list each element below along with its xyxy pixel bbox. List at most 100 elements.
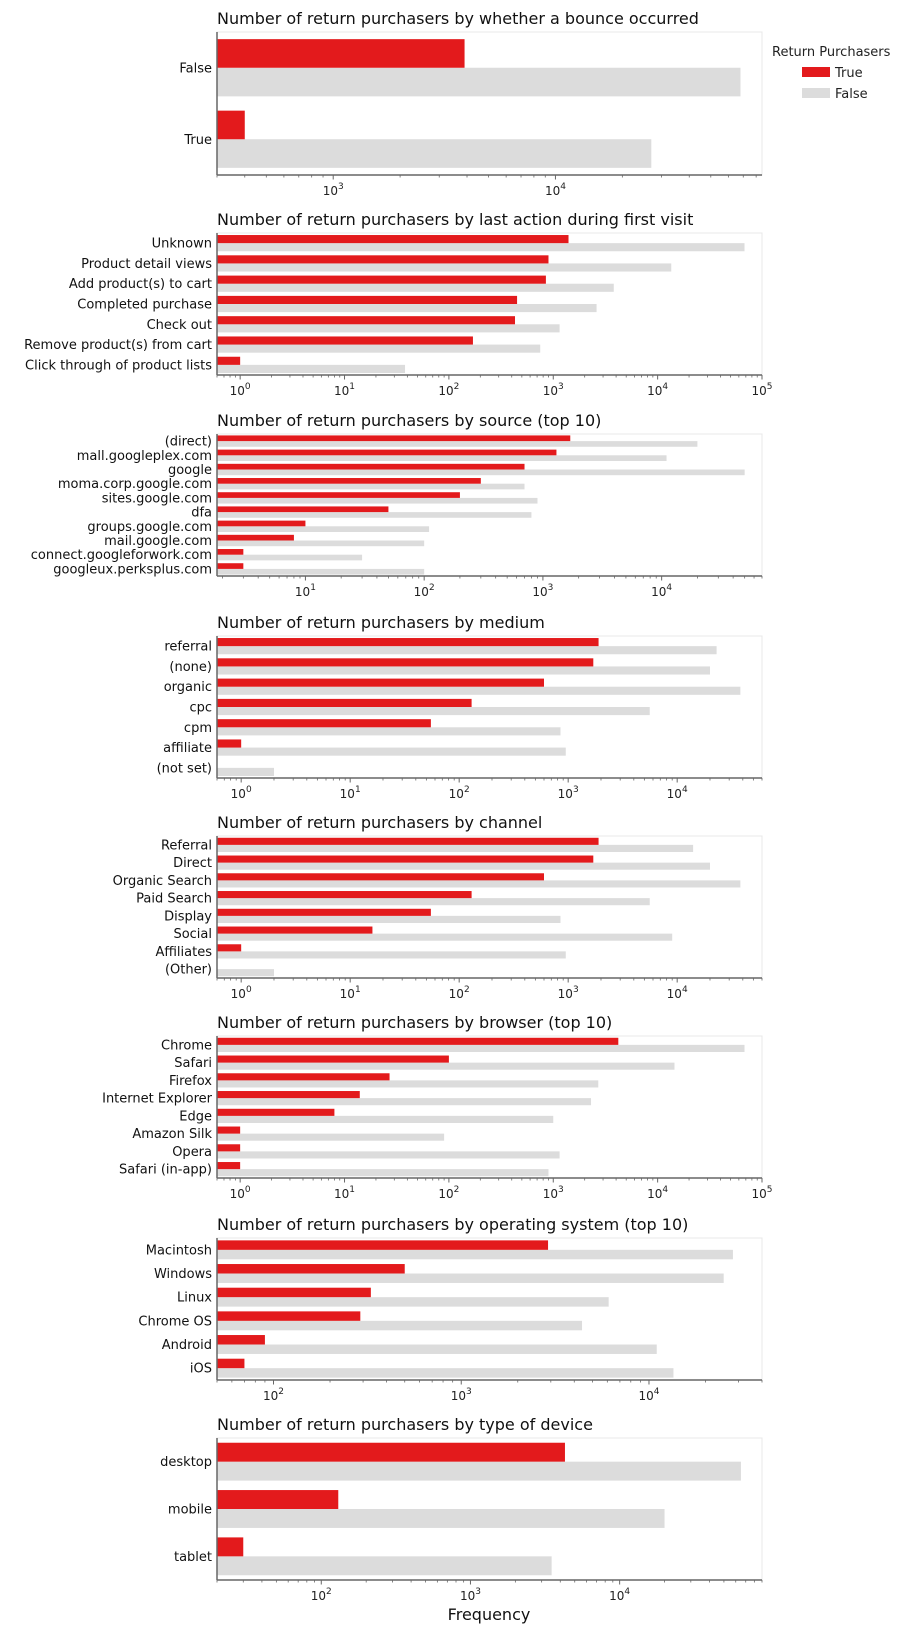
bar-false (217, 497, 538, 504)
tick-label: 105 (751, 382, 772, 398)
tick-label: 104 (638, 1387, 659, 1403)
bar-true (217, 435, 571, 442)
tick-label: 102 (449, 985, 470, 1001)
bar-false (217, 304, 597, 313)
category-label: Safari (174, 1056, 212, 1071)
category-label: Unknown (152, 237, 212, 252)
category-label: googleux.perksplus.com (53, 562, 212, 577)
bar-true (217, 944, 242, 952)
legend: Return Purchasers True False (772, 45, 891, 102)
tick-label: 100 (231, 985, 252, 1001)
bar-false (217, 364, 406, 373)
category-label: mobile (168, 1503, 212, 1518)
panel-title: Number of return purchasers by type of d… (217, 1415, 593, 1434)
bar-true (217, 719, 431, 728)
bar-false (217, 666, 710, 675)
category-label: iOS (190, 1362, 212, 1377)
bar-false (217, 880, 741, 888)
category-label: Safari (in-app) (119, 1163, 212, 1178)
tick-label: 103 (558, 785, 579, 801)
bar-false (217, 1133, 445, 1141)
tick-label: 103 (543, 1185, 564, 1201)
bar-false (217, 1080, 599, 1088)
bar-false (217, 469, 745, 476)
bar-false (217, 263, 672, 272)
category-label: Click through of product lists (25, 358, 212, 373)
category-label: google (168, 463, 212, 478)
category-label: Remove product(s) from cart (24, 338, 212, 353)
category-label: Social (173, 927, 212, 942)
category-label: dfa (191, 506, 212, 521)
category-label: Opera (172, 1145, 212, 1160)
bar-true (217, 1537, 244, 1557)
bar-false (217, 67, 741, 97)
panel-title: Number of return purchasers by last acti… (217, 210, 693, 229)
category-label: False (179, 61, 212, 76)
category-label: Amazon Silk (132, 1127, 212, 1142)
bar-false (217, 1249, 733, 1260)
bar-false (217, 1062, 675, 1070)
bar-false (217, 1461, 741, 1481)
category-label: Affiliates (155, 945, 212, 960)
category-label: moma.corp.google.com (58, 477, 212, 492)
bar-false (217, 483, 525, 490)
tick-label: 101 (334, 382, 355, 398)
category-label: tablet (174, 1550, 212, 1565)
panel-6: Number of return purchasers by browser (… (102, 1013, 772, 1201)
tick-label: 103 (460, 1587, 481, 1603)
category-label: cpm (184, 721, 212, 736)
bar-true (217, 356, 241, 365)
bar-true (217, 39, 465, 68)
tick-label: 100 (230, 1185, 251, 1201)
tick-label: 102 (449, 785, 470, 801)
category-label: Direct (173, 856, 212, 871)
panel-3: Number of return purchasers by source (t… (31, 411, 763, 599)
category-label: (not set) (157, 761, 212, 776)
tick-label: 101 (334, 1185, 355, 1201)
legend-title: Return Purchasers (772, 45, 891, 60)
category-label: mail.google.com (104, 534, 212, 549)
bar-true (217, 478, 481, 484)
bar-false (217, 1344, 657, 1354)
category-label: Product detail views (81, 257, 212, 272)
category-label: Display (164, 909, 212, 924)
panel-8: Number of return purchasers by type of d… (160, 1415, 763, 1603)
tick-label: 100 (230, 382, 251, 398)
category-label: cpc (189, 701, 212, 716)
tick-label: 103 (543, 382, 564, 398)
category-label: Chrome (161, 1038, 212, 1053)
tick-label: 103 (323, 182, 344, 198)
bar-false (217, 441, 698, 447)
tick-label: 103 (451, 1387, 472, 1403)
category-label: referral (164, 640, 212, 655)
bar-true (217, 549, 244, 555)
bar-true (217, 855, 594, 863)
tick-label: 105 (751, 1185, 772, 1201)
panel-4: Number of return purchasers by medium ref… (157, 613, 763, 801)
bar-true (217, 698, 472, 707)
bar-false (217, 554, 363, 561)
tick-label: 104 (667, 785, 688, 801)
bar-false (217, 767, 274, 776)
category-label: Check out (147, 318, 212, 333)
bar-false (217, 747, 566, 756)
bar-false (217, 1151, 560, 1159)
category-label: Windows (154, 1267, 212, 1282)
bar-true (217, 1358, 245, 1369)
category-label: Referral (161, 838, 212, 853)
legend-swatch-false (802, 88, 830, 98)
bar-false (217, 283, 614, 292)
tick-label: 101 (340, 785, 361, 801)
bar-false (217, 512, 532, 518)
bar-false (217, 844, 694, 852)
category-label: True (183, 133, 212, 148)
bar-true (217, 534, 294, 541)
bar-true (217, 926, 373, 934)
category-label: Macintosh (146, 1243, 212, 1258)
category-label: (Other) (165, 963, 212, 978)
bar-false (217, 1368, 674, 1378)
bar-true (217, 658, 594, 667)
tick-label: 102 (311, 1587, 332, 1603)
